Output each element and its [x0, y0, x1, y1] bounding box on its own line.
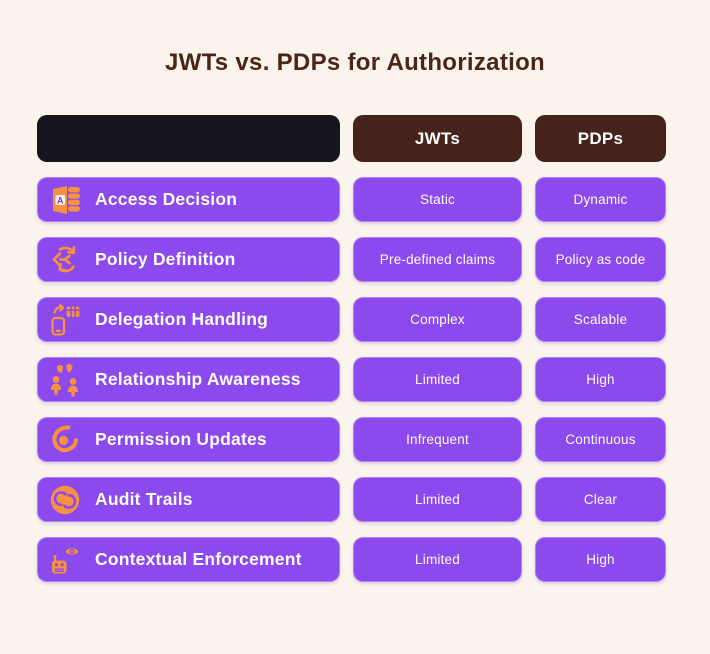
- pdp-value: Continuous: [565, 432, 636, 447]
- comparison-table: JWTs PDPs A Access Decision Static Dynam…: [37, 115, 666, 582]
- feature-cell: Permission Updates: [37, 417, 340, 462]
- pdp-value: Dynamic: [573, 192, 628, 207]
- phone-transfer-grid-icon: [48, 303, 82, 337]
- jwt-value-cell: Static: [353, 177, 522, 222]
- pdp-value-cell: Scalable: [535, 297, 666, 342]
- policy-axis-arrows-icon: [48, 243, 82, 277]
- feature-label: Audit Trails: [95, 489, 193, 509]
- jwt-value-cell: Limited: [353, 477, 522, 522]
- pdp-value-cell: Continuous: [535, 417, 666, 462]
- jwt-value: Limited: [415, 492, 460, 507]
- page-title: JWTs vs. PDPs for Authorization: [165, 49, 545, 76]
- jwt-value: Complex: [410, 312, 465, 327]
- jwt-value: Limited: [415, 372, 460, 387]
- pdp-value: High: [586, 552, 615, 567]
- jwt-value-cell: Limited: [353, 357, 522, 402]
- orbit-swoosh-icon: [48, 423, 82, 457]
- feature-cell: A Access Decision: [37, 177, 340, 222]
- access-document-icon: A: [48, 183, 82, 217]
- jwt-value: Pre-defined claims: [379, 252, 496, 267]
- feature-label: Permission Updates: [95, 429, 267, 449]
- feature-cell: Audit Trails: [37, 477, 340, 522]
- svg-text:A: A: [57, 195, 64, 205]
- jwt-value-cell: Pre-defined claims: [353, 237, 522, 282]
- pdp-value-cell: Dynamic: [535, 177, 666, 222]
- feature-label: Policy Definition: [95, 249, 236, 269]
- jwt-value-cell: Limited: [353, 537, 522, 582]
- feature-label: Delegation Handling: [95, 309, 268, 329]
- jwt-value: Limited: [415, 552, 460, 567]
- jwt-value-cell: Infrequent: [353, 417, 522, 462]
- pdp-value-cell: High: [535, 537, 666, 582]
- pdp-value-cell: High: [535, 357, 666, 402]
- pdp-value-cell: Policy as code: [535, 237, 666, 282]
- interlocked-loops-icon: [48, 483, 82, 517]
- feature-cell: Relationship Awareness: [37, 357, 340, 402]
- pdp-value: High: [586, 372, 615, 387]
- pdp-value-cell: Clear: [535, 477, 666, 522]
- feature-label: Contextual Enforcement: [95, 549, 302, 569]
- pdp-value: Scalable: [573, 312, 628, 327]
- feature-label: Access Decision: [95, 189, 238, 209]
- jwt-value-cell: Complex: [353, 297, 522, 342]
- people-broken-heart-icon: [48, 363, 82, 397]
- feature-cell: Contextual Enforcement: [37, 537, 340, 582]
- feature-cell: Policy Definition: [37, 237, 340, 282]
- jwt-value: Static: [420, 192, 455, 207]
- header-cell-blank: [37, 115, 340, 162]
- header-cell-pdps: PDPs: [535, 115, 666, 162]
- robot-eye-icon: [48, 543, 82, 577]
- pdp-value: Policy as code: [555, 252, 646, 267]
- feature-label: Relationship Awareness: [95, 369, 301, 389]
- pdp-value: Clear: [583, 492, 618, 507]
- header-cell-jwts: JWTs: [353, 115, 522, 162]
- jwt-value: Infrequent: [406, 432, 469, 447]
- feature-cell: Delegation Handling: [37, 297, 340, 342]
